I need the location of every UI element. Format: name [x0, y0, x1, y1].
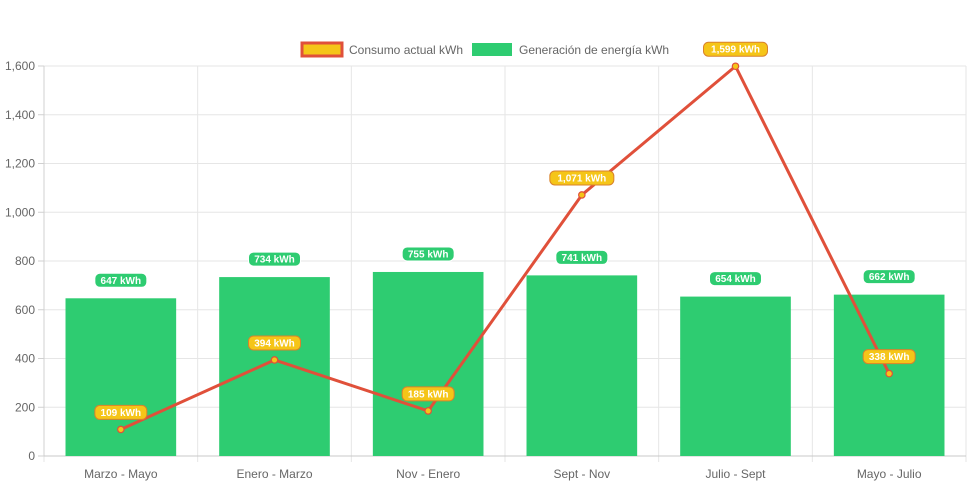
bar-value-label: 755 kWh: [401, 246, 455, 262]
bar-generacion[interactable]: [372, 271, 484, 456]
legend[interactable]: Consumo actual kWh Generación de energía …: [300, 41, 669, 58]
bar-generacion[interactable]: [680, 296, 791, 456]
bar-value-label-bg: [555, 249, 609, 265]
bar-value-label: 734 kWh: [248, 251, 301, 267]
y-tick-label: 0: [28, 449, 35, 463]
y-tick-label: 400: [15, 352, 35, 366]
point-consumo[interactable]: [270, 356, 279, 364]
y-tick-label: 1,000: [5, 205, 35, 219]
point-consumo[interactable]: [731, 62, 740, 71]
line-value-label: 185 kWh: [401, 386, 455, 402]
bar-series: [65, 271, 945, 456]
bar-value-label-text: 741 kWh: [562, 253, 603, 264]
line-value-label-text: 394 kWh: [254, 338, 295, 349]
point-consumo[interactable]: [117, 425, 125, 434]
bar-value-label-text: 647 kWh: [101, 276, 142, 287]
bar-value-label: 654 kWh: [709, 271, 762, 287]
line-value-label-bg: [862, 349, 916, 365]
line-value-label: 1,599 kWh: [703, 41, 768, 57]
legend-item-generacion[interactable]: Generación de energía kWh: [472, 43, 669, 57]
y-tick-label: 800: [15, 254, 35, 268]
line-value-label-bg: [549, 170, 615, 186]
line-value-label-bg: [401, 386, 455, 402]
grid-lines: [43, 65, 967, 462]
line-value-label-bg: [703, 41, 768, 57]
y-tick-label: 600: [15, 303, 35, 317]
bar-value-label-bg: [709, 271, 762, 287]
x-tick-label: Enero - Marzo: [236, 467, 312, 481]
line-value-label-text: 1,071 kWh: [557, 173, 606, 184]
x-tick-label: Mayo - Julio: [857, 467, 922, 481]
bar-value-label-text: 654 kWh: [715, 274, 756, 285]
bar-value-label: 662 kWh: [862, 269, 916, 285]
bar-value-label-text: 662 kWh: [869, 272, 910, 283]
y-tick-label: 1,200: [5, 157, 35, 171]
y-tick-label: 200: [15, 400, 35, 414]
point-consumo[interactable]: [578, 191, 586, 199]
line-value-label-bg: [248, 335, 301, 351]
bar-value-label: 647 kWh: [94, 272, 148, 288]
line-series: [117, 62, 893, 434]
line-value-label: 1,071 kWh: [549, 170, 615, 186]
y-tick-label: 1,400: [5, 108, 35, 122]
axes: 0 200 400 600 800 1,000 1,200 1,400 1,600 Marzo -…: [5, 59, 966, 481]
bar-generacion[interactable]: [526, 275, 638, 456]
x-tick-label: Julio - Sept: [705, 467, 766, 481]
x-tick-label: Sept - Nov: [553, 467, 610, 481]
bar-value-label-bg: [94, 272, 148, 288]
x-tick-label: Marzo - Mayo: [84, 467, 158, 481]
bar-value-label-bg: [862, 269, 916, 285]
line-value-label-text: 338 kWh: [869, 352, 910, 363]
line-value-label: 338 kWh: [862, 349, 916, 365]
line-consumo: [120, 64, 891, 431]
line-value-label-text: 185 kWh: [408, 389, 449, 400]
bar-generacion[interactable]: [219, 277, 330, 456]
bar-value-label-text: 755 kWh: [408, 249, 449, 260]
data-labels: 647 kWh 734 kWh 755 kWh 741 kWh 654 kWh 662 k…: [94, 41, 916, 420]
point-consumo[interactable]: [424, 407, 432, 415]
line-value-label: 394 kWh: [248, 335, 301, 351]
legend-swatch-consumo: [300, 41, 344, 58]
line-value-label-text: 109 kWh: [101, 408, 142, 419]
bar-value-label-text: 734 kWh: [254, 255, 295, 266]
legend-swatch-generacion: [472, 43, 512, 56]
point-consumo[interactable]: [885, 369, 893, 378]
x-tick-label: Nov - Enero: [396, 467, 460, 481]
bar-value-label-bg: [401, 246, 455, 262]
y-tick-label: 1,600: [5, 59, 35, 73]
legend-item-consumo[interactable]: Consumo actual kWh: [300, 41, 463, 58]
legend-label-generacion: Generación de energía kWh: [519, 43, 669, 57]
bar-value-label: 741 kWh: [555, 249, 609, 265]
line-value-label: 109 kWh: [94, 404, 148, 420]
line-value-label-text: 1,599 kWh: [711, 45, 760, 56]
line-value-label-bg: [94, 404, 148, 420]
legend-label-consumo: Consumo actual kWh: [349, 43, 463, 57]
bar-value-label-bg: [248, 251, 301, 267]
